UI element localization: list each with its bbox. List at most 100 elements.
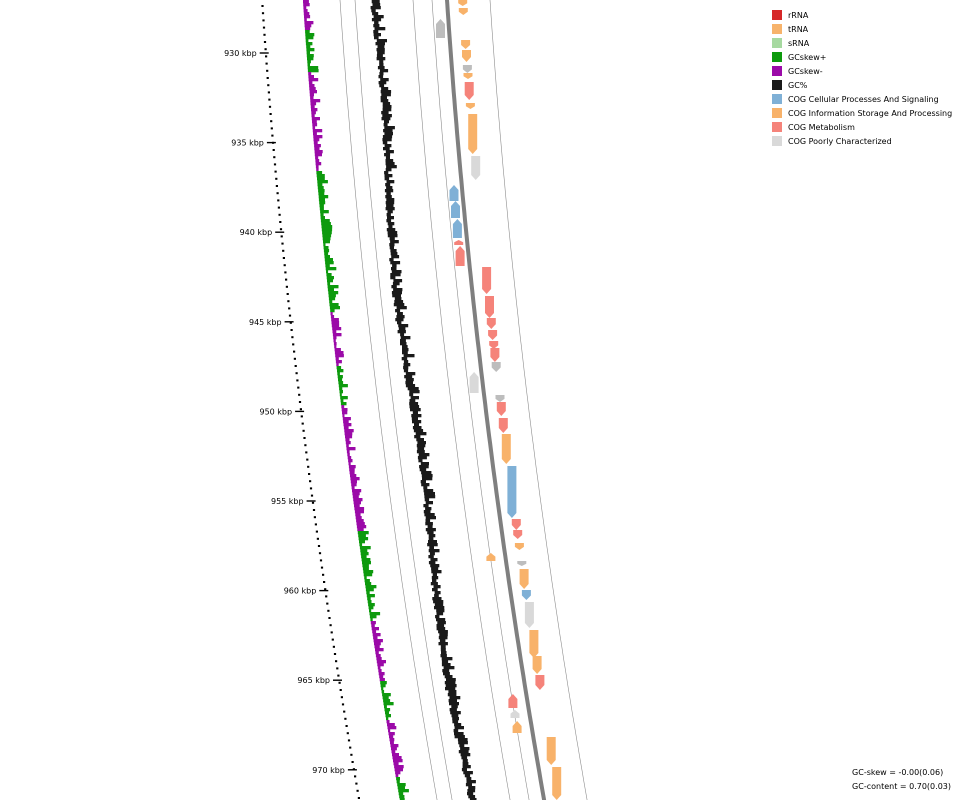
gc-skew-negative-bar — [345, 438, 350, 442]
gc-content-bar — [449, 696, 461, 700]
gene-feature-arrow — [489, 341, 499, 349]
gc-skew-positive-bar — [307, 63, 310, 67]
gc-content-bar — [385, 201, 395, 205]
gc-content-bar — [409, 405, 420, 409]
gc-content-bar — [421, 474, 433, 478]
legend-item-cog-cellular-processes-and-signaling[interactable]: COG Cellular Processes And Signaling — [772, 92, 952, 106]
gc-skew-negative-bar — [342, 411, 348, 415]
legend-swatch — [772, 94, 782, 104]
legend-item-cog-poorly-characterized[interactable]: COG Poorly Characterized — [772, 134, 952, 148]
legend-item-cog-metabolism[interactable]: COG Metabolism — [772, 120, 952, 134]
gc-skew-negative-bar — [332, 330, 337, 334]
gc-content-bar — [386, 165, 397, 169]
gc-skew-negative-bar — [349, 471, 355, 475]
minor-tick — [261, 12, 265, 15]
gc-content-bar — [376, 39, 387, 43]
gc-content-bar — [431, 567, 439, 571]
gc-skew-negative-bar — [388, 732, 395, 736]
gc-content-bar — [415, 432, 427, 436]
gc-skew-positive-bar — [326, 273, 332, 277]
gc-skew-negative-bar — [335, 360, 342, 364]
gene-feature-arrow — [471, 156, 481, 180]
minor-tick — [305, 451, 308, 454]
gc-content-bar — [385, 168, 392, 172]
legend-item-gcskew[interactable]: GCskew- — [772, 64, 952, 78]
gc-skew-positive-bar — [381, 687, 384, 691]
minor-tick — [281, 242, 284, 245]
gc-content-bar — [405, 381, 413, 385]
gene-feature-arrow — [514, 543, 524, 550]
gc-skew-negative-bar — [312, 129, 323, 133]
legend-item-gc[interactable]: GC% — [772, 78, 952, 92]
gc-skew-positive-bar — [396, 780, 400, 784]
gene-feature-arrow — [552, 767, 562, 800]
gene-feature-arrow — [486, 318, 496, 329]
gc-skew-negative-bar — [379, 675, 384, 679]
gene-feature-arrow — [532, 656, 542, 674]
gc-content-bar — [405, 378, 414, 382]
gc-skew-stat: GC-skew = -0.00(0.06) — [852, 768, 944, 777]
gc-content-bar — [390, 276, 396, 280]
gc-content-bar — [427, 525, 433, 529]
legend-item-cog-information-storage-and-processing[interactable]: COG Information Storage And Processing — [772, 106, 952, 120]
gc-content-bar — [411, 414, 422, 418]
gc-skew-positive-bar — [305, 39, 309, 43]
legend-item-srna[interactable]: sRNA — [772, 36, 952, 50]
gc-content-bar — [400, 333, 405, 337]
gene-feature-arrow — [491, 362, 501, 372]
minor-tick — [315, 530, 318, 533]
gc-skew-negative-bar — [310, 102, 317, 106]
gc-content-bar — [422, 477, 433, 481]
gc-content-bar — [424, 513, 435, 517]
gc-content-bar — [374, 27, 386, 31]
gc-skew-negative-bar — [311, 114, 315, 118]
gc-content-bar — [381, 87, 389, 91]
gc-content-bar — [437, 621, 446, 625]
minor-tick — [349, 746, 352, 749]
minor-tick — [295, 372, 298, 375]
gc-skew-positive-bar — [329, 303, 339, 307]
gc-content-bar — [402, 348, 409, 352]
minor-tick — [316, 537, 319, 540]
minor-tick — [291, 336, 294, 339]
legend-item-trna[interactable]: tRNA — [772, 22, 952, 36]
gc-content-bar — [403, 363, 411, 367]
gc-content-bar — [420, 462, 429, 466]
gc-skew-positive-bar — [340, 399, 344, 403]
minor-tick — [329, 624, 332, 627]
gc-content-bar — [376, 48, 385, 52]
gc-content-bar — [419, 468, 427, 472]
gc-skew-negative-bar — [354, 507, 365, 511]
gc-content-bar — [391, 285, 397, 289]
gene-feature-arrow — [521, 590, 531, 600]
gc-content-bar — [385, 162, 395, 166]
gc-skew-negative-bar — [335, 354, 344, 358]
gc-skew-positive-bar — [362, 564, 369, 568]
gc-content-bar — [462, 762, 469, 766]
gc-content-bar — [379, 60, 384, 64]
gc-content-bar — [441, 663, 451, 667]
legend-item-rrna[interactable]: rRNA — [772, 8, 952, 22]
minor-tick — [345, 725, 348, 727]
gc-skew-negative-bar — [388, 729, 391, 733]
gc-content-bar — [382, 105, 392, 109]
gc-skew-negative-bar — [310, 99, 321, 103]
gc-skew-negative-bar — [389, 738, 395, 742]
gc-skew-positive-bar — [398, 792, 404, 796]
gc-content-bar — [389, 237, 395, 241]
gc-skew-positive-bar — [365, 582, 372, 586]
gc-content-bar — [371, 0, 380, 4]
gc-content-bar — [425, 528, 436, 532]
track-guide-line — [489, 0, 588, 800]
gc-skew-positive-bar — [320, 210, 329, 214]
gc-content-bar — [462, 759, 468, 763]
gc-skew-positive-bar — [363, 570, 374, 574]
legend-item-gcskew[interactable]: GCskew+ — [772, 50, 952, 64]
minor-tick — [309, 480, 312, 483]
gc-skew-positive-bar — [318, 192, 325, 196]
gc-content-bar — [383, 123, 388, 127]
gc-skew-positive-bar — [320, 216, 325, 220]
gc-content-bar — [387, 234, 398, 238]
gene-feature-arrow — [519, 569, 529, 589]
